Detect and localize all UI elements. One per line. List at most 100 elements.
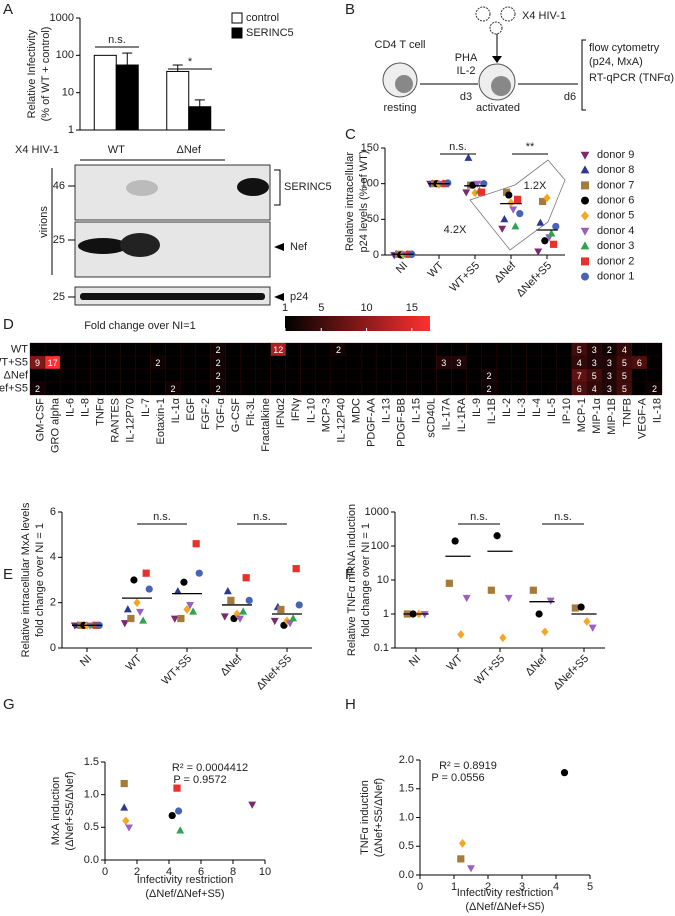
data-point	[248, 801, 257, 809]
legend-marker	[581, 272, 589, 281]
panel-label: A	[3, 1, 13, 18]
column-label: IL-1α	[170, 397, 182, 423]
cell-label: 5	[592, 371, 597, 381]
data-point	[588, 624, 597, 632]
state-label: resting	[383, 102, 416, 114]
annotation: *	[188, 56, 193, 68]
x-tick-label: 8	[230, 866, 236, 878]
column-label: TGF-α	[215, 397, 227, 430]
x-axis-title: Infectivity restriction	[137, 874, 234, 886]
column-label: IL-6	[65, 398, 77, 417]
data-point	[571, 604, 579, 612]
y-tick-label: 1000	[50, 12, 74, 24]
heatmap-cell	[556, 368, 572, 383]
cell-label: 3	[592, 358, 597, 368]
column-label: MCP-1	[576, 398, 588, 432]
x-tick-label: WT	[108, 144, 125, 156]
heatmap-cell	[225, 368, 241, 383]
data-point	[511, 222, 520, 230]
legend-label: control	[246, 12, 279, 24]
heatmap-cell	[285, 381, 302, 396]
heatmap-cell	[195, 381, 211, 396]
x-tick-label: WT	[124, 652, 145, 673]
column-label: IFNα2	[275, 398, 287, 428]
cell-label: 4	[622, 345, 627, 355]
data-point	[504, 594, 513, 603]
heatmap-cell	[646, 342, 663, 357]
data-point	[180, 578, 188, 586]
heatmap-cell	[29, 368, 46, 383]
column-label: IL-9	[471, 398, 483, 417]
data-point	[444, 179, 452, 187]
heatmap-cell	[195, 355, 211, 370]
heatmap-cell	[44, 368, 61, 383]
column-label: IL-12P70	[125, 398, 137, 443]
colorbar	[285, 316, 430, 331]
column-label: RANTES	[110, 398, 122, 443]
stimulus: IL-2	[457, 65, 476, 77]
column-label: TNFB	[621, 398, 633, 427]
bar	[188, 106, 212, 131]
data-point	[457, 630, 465, 639]
heatmap-cell	[135, 381, 151, 396]
data-point	[227, 596, 235, 604]
annotation: n.s.	[253, 511, 271, 523]
heatmap-cell	[44, 381, 61, 396]
y-tick-label: 0.5	[84, 821, 99, 833]
heatmap-cell	[466, 368, 482, 383]
data-point	[535, 610, 543, 618]
virion	[475, 6, 491, 22]
heatmap-cell	[631, 381, 648, 396]
data-point	[507, 198, 515, 208]
column-label: IL-18	[651, 398, 663, 423]
x-tick-label: 4	[166, 866, 172, 878]
heatmap-cell	[421, 355, 437, 370]
heatmap-cell	[120, 342, 136, 357]
heatmap-cell	[315, 368, 332, 383]
bracket	[274, 169, 281, 206]
heatmap-cell	[436, 381, 452, 396]
heatmap-cell	[300, 342, 317, 357]
data-point	[550, 240, 558, 248]
x-tick-label: 2	[485, 881, 491, 893]
colorbar-tick-label: 1	[282, 302, 288, 314]
heatmap-cell	[44, 342, 61, 357]
category-title: X4 HIV-1	[15, 144, 59, 156]
x-axis-title: Infectivity restriction	[457, 887, 554, 899]
annotation: R² = 0.0004412	[172, 762, 248, 774]
panel-label: D	[3, 316, 14, 333]
x-tick-label: 0	[102, 866, 108, 878]
day-label: d3	[460, 91, 472, 103]
cell-label: 2	[607, 345, 612, 355]
panel-label: C	[345, 126, 356, 143]
heatmap-cell	[511, 342, 527, 357]
legend-label: SERINC5	[246, 27, 294, 39]
data-point	[168, 811, 176, 820]
blot-band	[78, 238, 128, 254]
y-tick-label: 1.5	[399, 783, 414, 795]
data-point	[220, 613, 229, 621]
heatmap-cell	[436, 342, 452, 357]
heatmap-cell	[390, 342, 407, 357]
heatmap-cell	[421, 342, 437, 357]
data-point	[120, 779, 128, 788]
data-point	[505, 191, 513, 199]
heatmap-cell	[345, 342, 362, 357]
y-tick-label: 2	[50, 597, 56, 609]
cell-label: 3	[607, 358, 612, 368]
western-blot: 46 25 25 SERINC5 Nef p24 virions	[38, 164, 332, 306]
column-label: MIP-1α	[591, 397, 603, 433]
data-point	[536, 218, 545, 226]
cell-label: 2	[652, 384, 657, 394]
cell-label: 2	[336, 345, 341, 355]
heatmap-cell	[466, 355, 482, 370]
x-tick-label: NI	[78, 653, 94, 669]
x-tick-label: WT+S5	[448, 260, 483, 295]
heatmap-cell	[345, 368, 362, 383]
row-label: WT	[11, 343, 28, 355]
column-label: sCD40L	[426, 398, 438, 438]
data-point	[270, 617, 279, 626]
panel-label: F	[345, 566, 354, 583]
heatmap-cell	[315, 381, 332, 396]
data-point	[516, 210, 524, 218]
